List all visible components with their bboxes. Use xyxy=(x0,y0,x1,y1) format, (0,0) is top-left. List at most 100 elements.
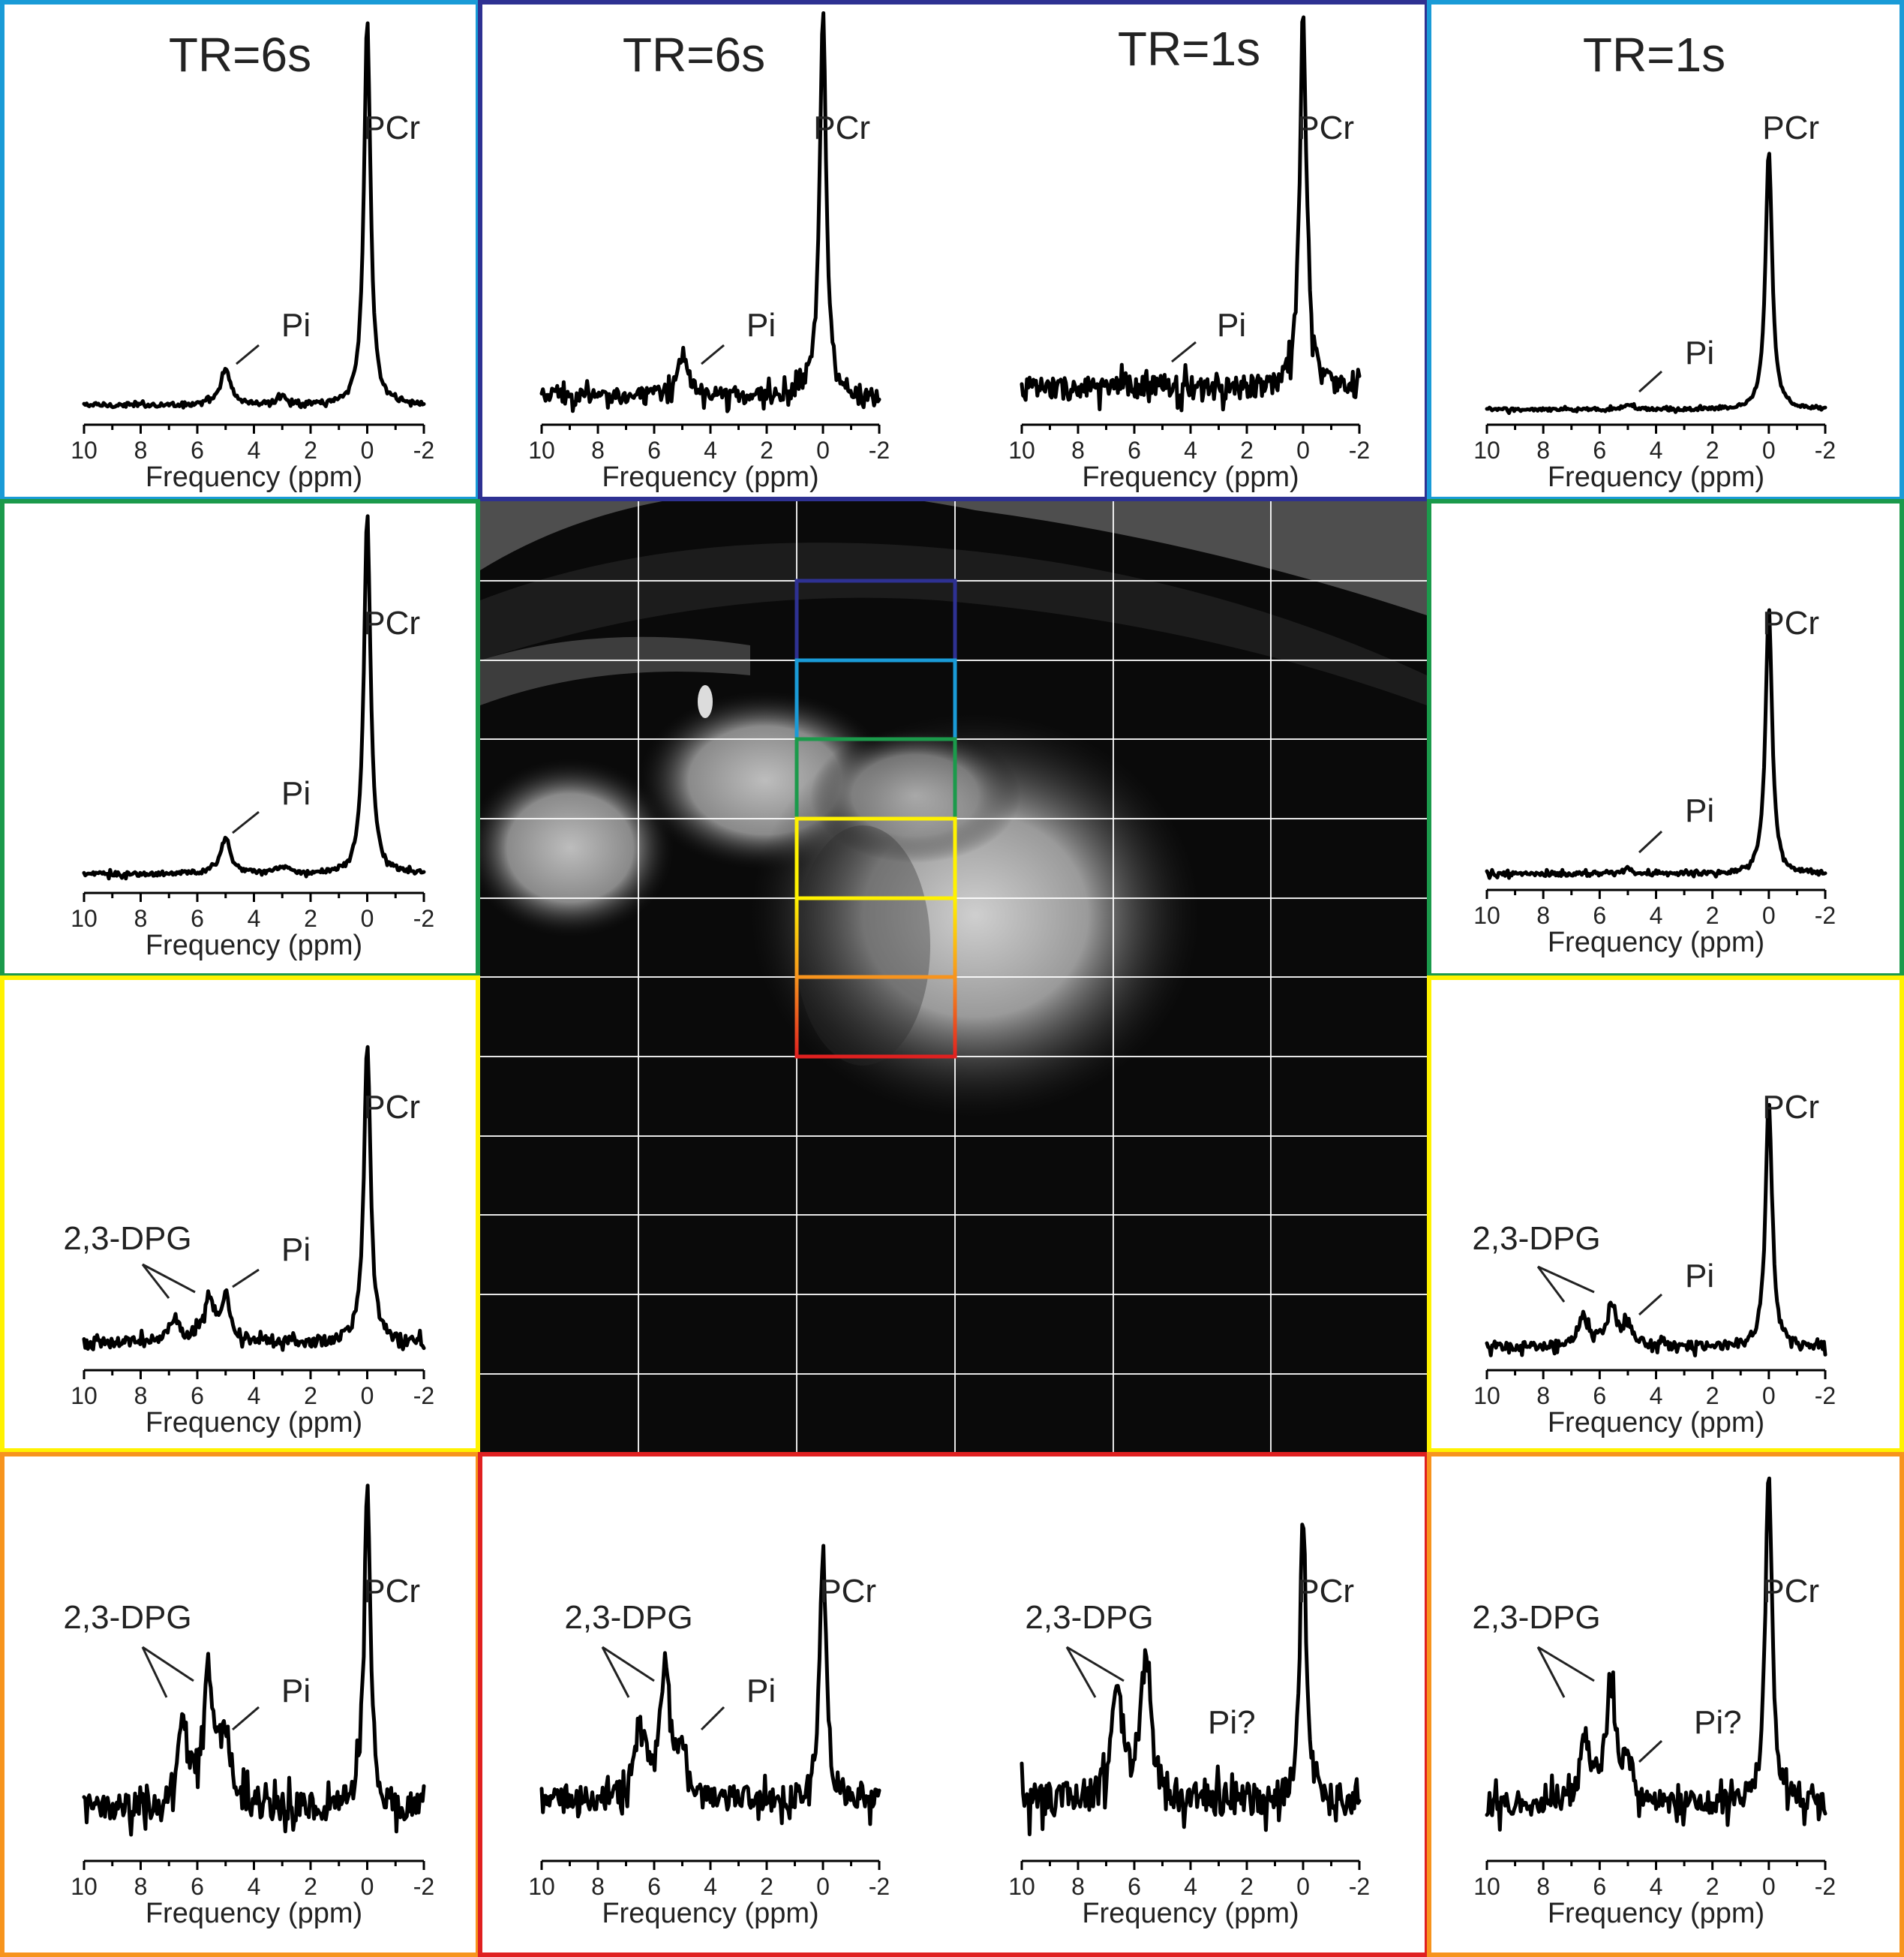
spectrum-line-p9 xyxy=(82,1484,426,1837)
x-tick-label-p4: -2 xyxy=(1815,437,1836,464)
x-tick-label-p3: 8 xyxy=(1071,437,1085,464)
leader-line-p8 xyxy=(1638,1293,1663,1316)
peak-label-p7: 2,3-DPG xyxy=(63,1220,191,1257)
x-tick-label-p9: 6 xyxy=(191,1873,204,1900)
peak-label-p9: 2,3-DPG xyxy=(63,1599,191,1636)
x-tick-label-p1: 0 xyxy=(361,437,374,464)
spectrum-panel-p1: 10 8 6 4 2 0 -2 Frequency (ppm) TR=6s PCr Pi xyxy=(71,21,434,493)
x-tick-label-p12: 0 xyxy=(1762,1873,1776,1900)
peak-label-p1: PCr xyxy=(363,110,420,146)
leader-line-p6 xyxy=(1638,830,1663,854)
leader-line-p9 xyxy=(232,1706,260,1731)
peak-label-p11: Pi? xyxy=(1208,1704,1256,1741)
spectrum-panel-p7: 10 8 6 4 2 0 -2 Frequency (ppm) PCr 2,3-DPG Pi xyxy=(63,1045,434,1438)
leader-line-p7 xyxy=(232,1268,260,1288)
x-tick-label-p8: 0 xyxy=(1762,1382,1776,1409)
leader-line-p12 xyxy=(1638,1739,1663,1763)
x-tick-label-p7: 10 xyxy=(71,1382,98,1409)
leader-line-p9 xyxy=(141,1646,168,1698)
x-tick-label-p9: 4 xyxy=(248,1873,261,1900)
x-tick-label-p4: 6 xyxy=(1593,437,1606,464)
frame-lower-right xyxy=(1427,975,1904,1453)
x-tick-label-p3: 6 xyxy=(1128,437,1141,464)
spectrum-panel-p4: 10 8 6 4 2 0 -2 Frequency (ppm) TR=1s PCr Pi xyxy=(1473,28,1836,493)
x-tick-label-p5: 10 xyxy=(71,905,98,932)
spectrum-panel-p9: 10 8 6 4 2 0 -2 Frequency (ppm) PCr 2,3-DPG Pi xyxy=(63,1484,434,1929)
x-tick-label-p8: 8 xyxy=(1536,1382,1550,1409)
spectrum-panel-p6: 10 8 6 4 2 0 -2 Frequency (ppm) PCr Pi xyxy=(1473,605,1836,958)
peak-label-p7: Pi xyxy=(281,1231,311,1268)
x-tick-label-p6: 0 xyxy=(1762,902,1776,929)
x-axis-label-p4: Frequency (ppm) xyxy=(1548,461,1764,493)
x-tick-label-p3: 0 xyxy=(1296,437,1310,464)
leader-line-p12 xyxy=(1537,1646,1595,1682)
x-tick-label-p3: 2 xyxy=(1240,437,1254,464)
plot-title-p4: TR=1s xyxy=(1583,28,1725,82)
x-tick-label-p11: -2 xyxy=(1349,1873,1370,1900)
x-tick-label-p5: 4 xyxy=(248,905,261,932)
x-tick-label-p8: -2 xyxy=(1815,1382,1836,1409)
x-tick-label-p1: 6 xyxy=(191,437,204,464)
x-tick-label-p11: 2 xyxy=(1240,1873,1254,1900)
x-axis-label-p10: Frequency (ppm) xyxy=(602,1898,818,1929)
leader-line-p10 xyxy=(601,1646,630,1698)
x-tick-label-p3: -2 xyxy=(1349,437,1370,464)
spectrum-panel-p11: 10 8 6 4 2 0 -2 Frequency (ppm) PCr 2,3-DPG Pi? xyxy=(1008,1523,1370,1929)
x-axis-label-p7: Frequency (ppm) xyxy=(146,1407,362,1438)
spectrum-panel-p12: 10 8 6 4 2 0 -2 Frequency (ppm) PCr 2,3-DPG Pi? xyxy=(1472,1476,1836,1929)
x-tick-label-p7: 6 xyxy=(191,1382,204,1409)
peak-label-p10: 2,3-DPG xyxy=(564,1599,692,1636)
x-tick-label-p1: 10 xyxy=(71,437,98,464)
x-tick-label-p5: 2 xyxy=(304,905,317,932)
x-tick-label-p8: 6 xyxy=(1593,1382,1606,1409)
x-tick-label-p10: 10 xyxy=(528,1873,555,1900)
frame-lower-left xyxy=(0,975,480,1453)
spectrum-line-p8 xyxy=(1485,1102,1827,1357)
leader-line-p3 xyxy=(1171,341,1197,363)
peak-label-p10: PCr xyxy=(819,1573,876,1610)
x-tick-label-p5: 8 xyxy=(134,905,148,932)
x-tick-label-p7: 0 xyxy=(361,1382,374,1409)
plot-title-p3: TR=1s xyxy=(1118,22,1260,76)
peak-label-p2: PCr xyxy=(813,110,870,146)
spectrum-panel-p8: 10 8 6 4 2 0 -2 Frequency (ppm) PCr 2,3-DPG Pi xyxy=(1472,1089,1836,1438)
x-tick-label-p10: 0 xyxy=(816,1873,830,1900)
peak-label-p6: Pi xyxy=(1685,792,1714,829)
leader-line-p7 xyxy=(142,1263,196,1294)
voxel-markers xyxy=(794,579,957,1059)
x-tick-label-p7: 4 xyxy=(248,1382,261,1409)
leader-line-p10 xyxy=(700,1706,725,1731)
peak-label-p9: Pi xyxy=(281,1673,311,1709)
x-tick-label-p9: -2 xyxy=(413,1873,434,1900)
x-axis-label-p8: Frequency (ppm) xyxy=(1548,1407,1764,1438)
x-tick-label-p8: 10 xyxy=(1473,1382,1500,1409)
leader-line-p1 xyxy=(236,344,260,365)
x-tick-label-p12: -2 xyxy=(1815,1873,1836,1900)
plot-title-p2: TR=6s xyxy=(623,28,765,82)
spectrum-line-p1 xyxy=(82,21,426,410)
x-tick-label-p9: 2 xyxy=(304,1873,317,1900)
peak-label-p5: Pi xyxy=(281,775,311,812)
x-tick-label-p3: 4 xyxy=(1184,437,1197,464)
x-tick-label-p9: 8 xyxy=(134,1873,148,1900)
peak-label-p1: Pi xyxy=(281,307,311,344)
peak-label-p12: Pi? xyxy=(1694,1704,1742,1741)
leader-line-p11 xyxy=(1066,1646,1125,1682)
spectra-plots: 10 8 6 4 2 0 -2 Frequency (ppm) TR=6s PCr Pi 10 8 6 4 2… xyxy=(63,11,1836,1929)
frame-bottom-right xyxy=(1427,1452,1904,1957)
x-tick-label-p4: 0 xyxy=(1762,437,1776,464)
peak-label-p3: PCr xyxy=(1297,110,1354,146)
x-tick-label-p4: 8 xyxy=(1536,437,1550,464)
x-tick-label-p11: 8 xyxy=(1071,1873,1085,1900)
x-tick-label-p10: 6 xyxy=(647,1873,661,1900)
peak-label-p5: PCr xyxy=(363,605,420,642)
x-tick-label-p2: 0 xyxy=(816,437,830,464)
peak-label-p2: Pi xyxy=(746,307,776,344)
mri-image xyxy=(480,501,1427,1453)
x-tick-label-p6: 8 xyxy=(1536,902,1550,929)
peak-label-p7: PCr xyxy=(363,1089,420,1126)
x-axis-label-p5: Frequency (ppm) xyxy=(146,930,362,961)
leader-line-p11 xyxy=(1065,1646,1097,1698)
